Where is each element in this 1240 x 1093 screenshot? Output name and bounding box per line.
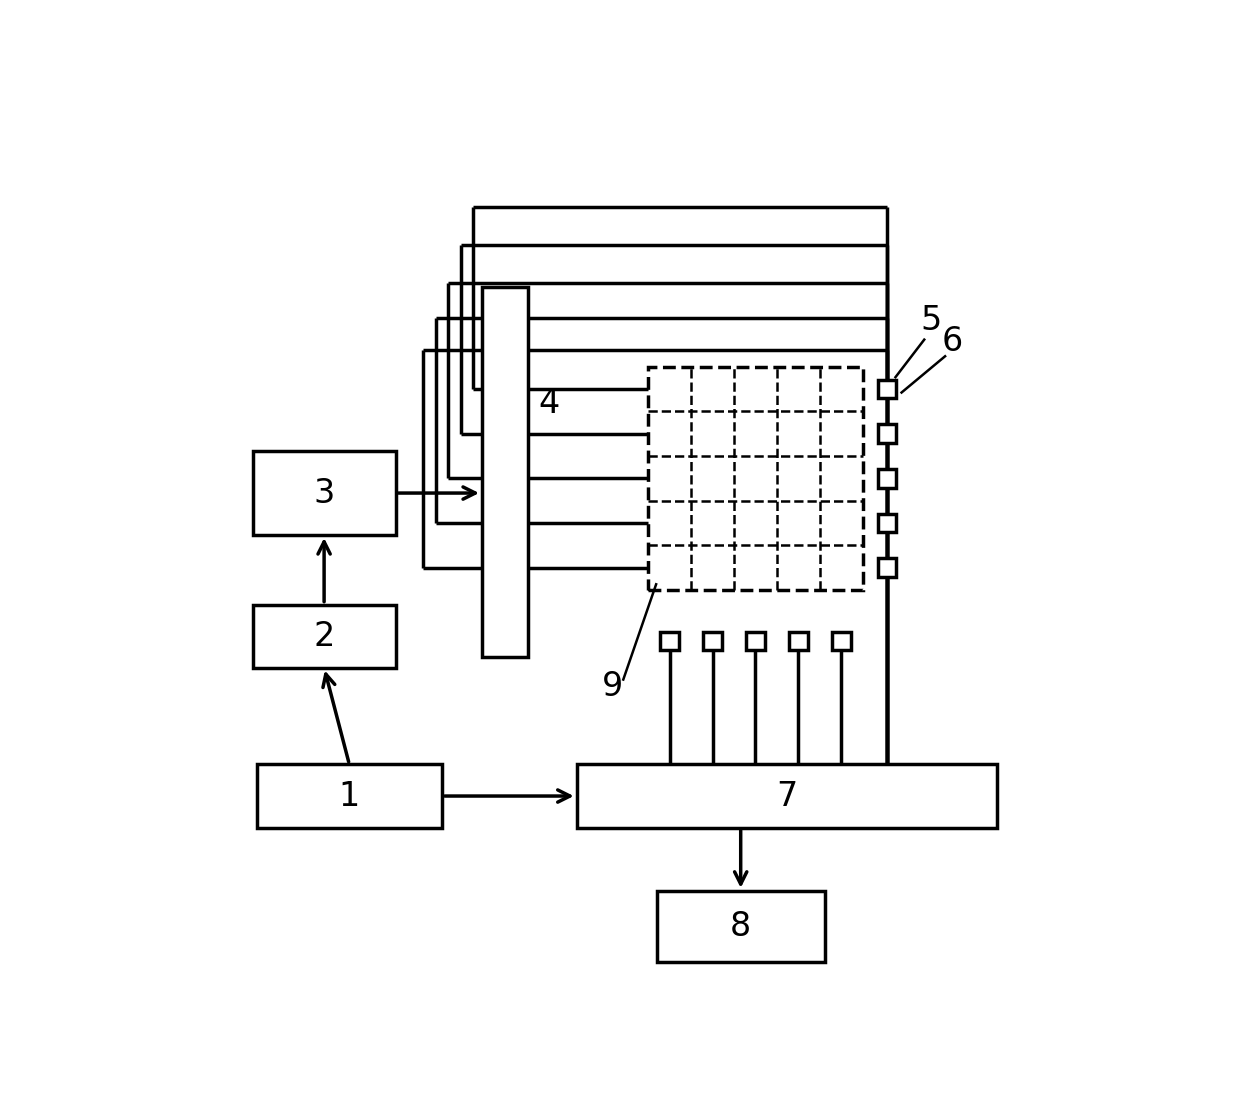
FancyBboxPatch shape bbox=[482, 286, 528, 657]
FancyBboxPatch shape bbox=[577, 764, 997, 827]
Text: 6: 6 bbox=[942, 326, 963, 359]
FancyBboxPatch shape bbox=[656, 891, 825, 962]
Text: 4: 4 bbox=[538, 387, 559, 420]
Text: 9: 9 bbox=[601, 670, 622, 703]
Text: 7: 7 bbox=[776, 779, 797, 812]
FancyBboxPatch shape bbox=[878, 559, 897, 577]
Text: 1: 1 bbox=[339, 779, 360, 812]
FancyBboxPatch shape bbox=[703, 632, 722, 650]
FancyBboxPatch shape bbox=[661, 632, 678, 650]
FancyBboxPatch shape bbox=[789, 632, 807, 650]
Text: 3: 3 bbox=[314, 477, 335, 509]
FancyBboxPatch shape bbox=[832, 632, 851, 650]
Text: 5: 5 bbox=[921, 304, 942, 338]
FancyBboxPatch shape bbox=[878, 380, 897, 398]
FancyBboxPatch shape bbox=[253, 604, 396, 668]
Text: 2: 2 bbox=[314, 620, 335, 653]
FancyBboxPatch shape bbox=[878, 424, 897, 443]
FancyBboxPatch shape bbox=[878, 514, 897, 532]
FancyBboxPatch shape bbox=[878, 469, 897, 487]
FancyBboxPatch shape bbox=[257, 764, 441, 827]
FancyBboxPatch shape bbox=[253, 451, 396, 536]
FancyBboxPatch shape bbox=[746, 632, 765, 650]
Text: 8: 8 bbox=[730, 910, 751, 943]
